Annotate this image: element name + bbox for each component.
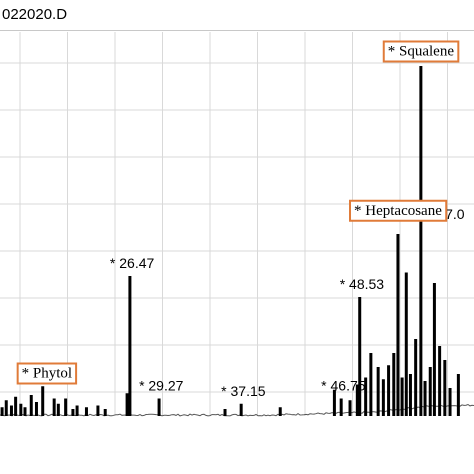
peak-labels: * 26.47* 29.27* 37.15* 46.75* 48.53* 57.…: [110, 206, 465, 399]
peak-label: * 48.53: [340, 276, 385, 292]
file-title: 022020.D: [2, 6, 68, 23]
title-divider: [0, 30, 474, 31]
chromatogram-title-bar: 022020.D: [0, 0, 474, 30]
compound-annotation: * Squalene: [382, 40, 460, 63]
peak-series: [0, 66, 460, 416]
peak-label: * 26.47: [110, 255, 155, 271]
compound-annotation: * Heptacosane: [349, 199, 448, 222]
annotation-box: [349, 199, 448, 222]
compound-name: * Heptacosane: [354, 203, 442, 219]
annotation-box: [382, 40, 460, 63]
peak-label: * 37.15: [221, 383, 266, 399]
footer-area: [0, 425, 474, 474]
compound-annotation: * Phytol: [16, 362, 78, 385]
compound-name: * Squalene: [388, 44, 455, 60]
compound-annotations: * Phytol * Heptacosane * Squalene: [16, 40, 460, 385]
compound-name: * Phytol: [22, 366, 72, 382]
annotation-box: [16, 362, 78, 385]
peak-label: * 29.27: [139, 378, 184, 394]
peak-label: * 46.75: [321, 378, 366, 394]
